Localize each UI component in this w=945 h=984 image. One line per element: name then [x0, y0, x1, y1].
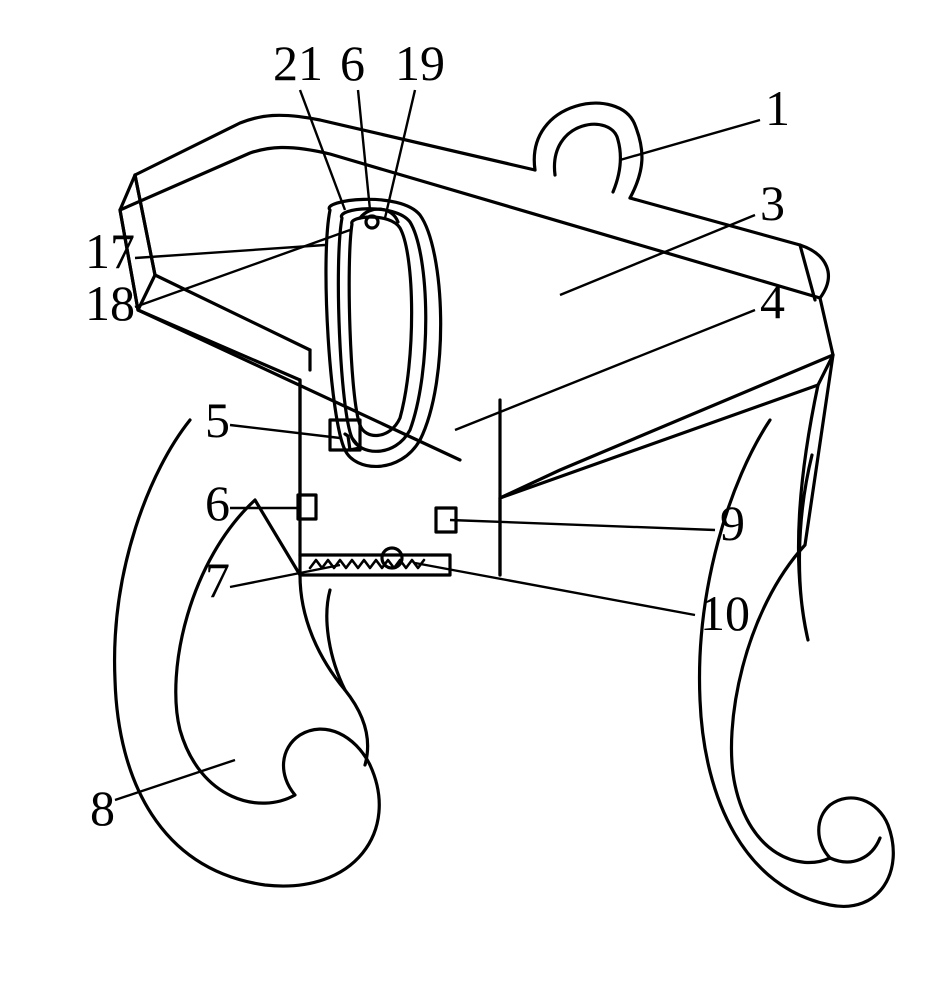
beam-rear-slope [155, 275, 310, 350]
leader-18 [135, 230, 350, 307]
sensor-loops [326, 199, 441, 466]
label-6b: 6 [340, 35, 365, 91]
leader-10 [415, 563, 695, 615]
leader-17 [135, 245, 325, 258]
label-18: 18 [85, 275, 135, 331]
left-hook [115, 420, 380, 886]
label-1: 1 [765, 80, 790, 136]
label-17: 17 [85, 223, 135, 279]
label-21: 21 [273, 35, 323, 91]
hanging-ring [534, 103, 642, 198]
label-19: 19 [395, 35, 445, 91]
label-3: 3 [760, 175, 785, 231]
label-6: 6 [205, 475, 230, 531]
leader-9 [450, 520, 715, 530]
leader-5 [230, 425, 340, 438]
patent-figure: 1 3 4 5 6 7 8 9 10 1718 19 21 6 [0, 0, 945, 984]
hanging-ring-inner [554, 124, 620, 192]
label-4: 4 [760, 273, 785, 329]
labels-text: 1 3 4 5 6 7 8 9 10 1718 19 21 6 [85, 35, 790, 836]
label-9: 9 [720, 495, 745, 551]
label-7: 7 [205, 552, 230, 608]
leader-19 [385, 90, 415, 218]
central-column [300, 350, 500, 575]
leader-6b [358, 90, 370, 210]
leader-4 [455, 310, 755, 430]
label-5: 5 [205, 392, 230, 448]
leader-3 [560, 215, 755, 295]
label-10: 10 [700, 585, 750, 641]
label-8: 8 [90, 780, 115, 836]
